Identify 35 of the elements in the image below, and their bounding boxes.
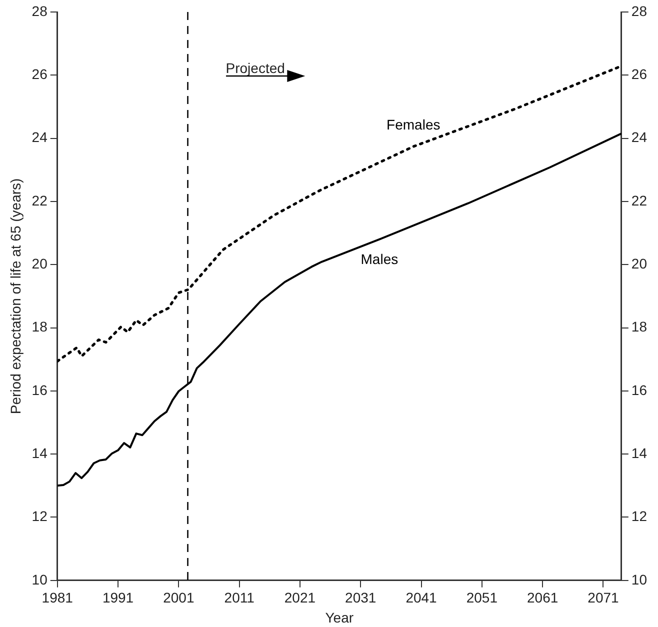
x-tick-label: 2011 [224, 590, 255, 606]
series-label: Females [386, 116, 440, 132]
y2-tick-label: 12 [631, 508, 648, 524]
y2-tick-label: 24 [631, 129, 648, 146]
y2-tick-label: 20 [631, 255, 648, 272]
x-tick-label: 2071 [588, 590, 620, 606]
y-tick-label: 16 [32, 382, 48, 398]
annotation: Projected [226, 60, 285, 76]
y2-tick-label: 22 [631, 192, 648, 208]
y-tick-label: 22 [32, 192, 48, 208]
y-tick-label: 14 [32, 444, 48, 461]
y2-tick-label: 14 [631, 444, 648, 461]
y-tick-label: 10 [32, 571, 48, 588]
x-tick-label: 2061 [527, 590, 558, 606]
y2-tick-label: 28 [631, 2, 648, 19]
y-tick-label: 24 [32, 129, 48, 146]
x-tick-label: 1991 [102, 590, 134, 606]
y2-tick-label: 16 [631, 382, 648, 398]
x-tick-label: 1981 [42, 590, 74, 606]
y-axis-title: Period expectation of life at 65 (years) [7, 178, 24, 414]
x-axis-title: Year [325, 609, 354, 626]
y-tick-label: 26 [32, 66, 48, 82]
y-tick-label: 20 [32, 255, 48, 272]
x-tick-label: 2021 [284, 590, 316, 606]
y-tick-label: 28 [32, 2, 48, 19]
y2-tick-label: 18 [631, 318, 648, 335]
x-tick-label: 2031 [345, 590, 376, 606]
x-tick-label: 2001 [163, 590, 194, 606]
y2-tick-label: 26 [631, 66, 648, 82]
x-tick-label: 2051 [466, 590, 498, 606]
y2-tick-label: 10 [631, 571, 648, 588]
y-tick-label: 12 [32, 508, 48, 524]
series-label: Males [360, 251, 398, 268]
x-tick-label: 2041 [406, 590, 438, 606]
y-tick-label: 18 [32, 318, 48, 335]
